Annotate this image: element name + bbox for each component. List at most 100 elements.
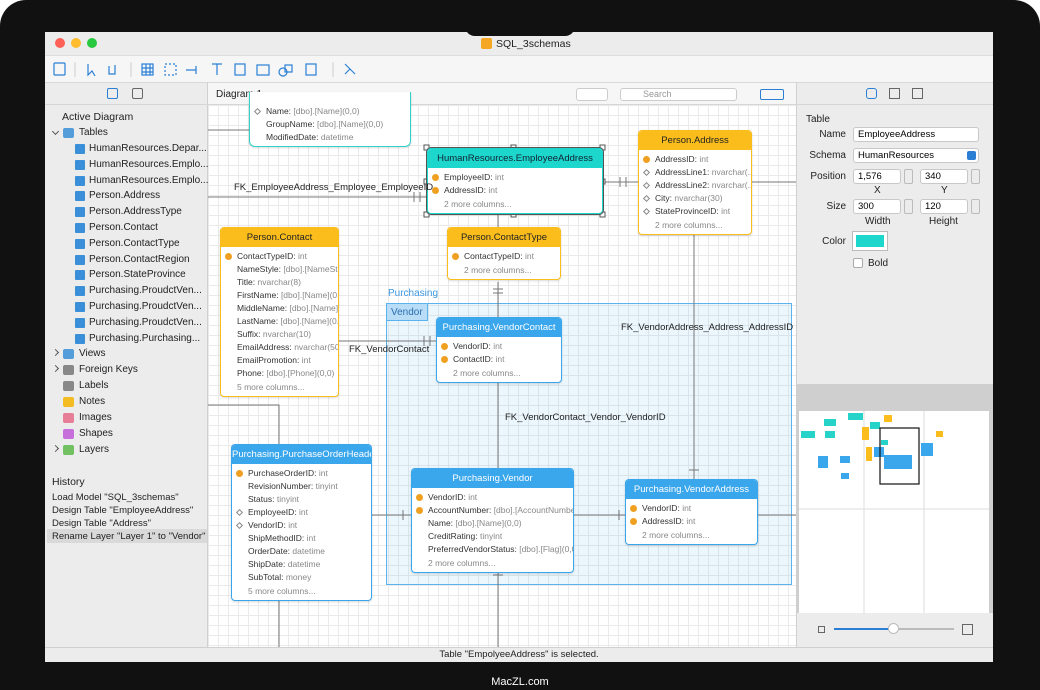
stepper[interactable]	[971, 199, 980, 214]
table-icon	[75, 175, 85, 186]
search-box[interactable]	[620, 88, 737, 101]
tree-label[interactable]: Notes	[79, 396, 106, 408]
column-name: ContactTypeID:	[464, 251, 523, 261]
column-row: AddressLine1: nvarchar(...	[639, 166, 751, 179]
index-icon	[642, 181, 651, 190]
column-type: int	[682, 503, 692, 513]
table-item[interactable]: Person.Contact	[89, 222, 158, 233]
history-item[interactable]: Design Table "Address"	[52, 518, 151, 529]
name-field[interactable]: EmployeeAddress	[853, 127, 979, 142]
column-type: int	[306, 533, 316, 543]
table-entity[interactable]: HumanResources.EmployeeAddress EmployeeID…	[426, 147, 604, 215]
relation-label[interactable]: FK_VendorContact	[349, 344, 430, 355]
schema-select[interactable]: HumanResources	[853, 148, 979, 163]
table-icon	[75, 333, 85, 344]
zoom-knob[interactable]	[888, 623, 899, 634]
key-icon	[441, 356, 448, 363]
tree-label[interactable]: Labels	[79, 380, 109, 392]
history-item[interactable]: Rename Layer "Layer 1" to "Vendor"	[52, 531, 206, 542]
tab-icon[interactable]	[132, 88, 143, 99]
minimize-button[interactable]	[71, 38, 81, 48]
stepper[interactable]	[904, 199, 913, 214]
table-item[interactable]: Purchasing.ProudctVen...	[89, 301, 202, 312]
column-row: SubTotal: money	[232, 571, 371, 584]
column-type: int	[495, 354, 505, 364]
column-type: int	[493, 341, 503, 351]
table-item[interactable]: HumanResources.Emplo...	[89, 158, 209, 170]
column-name: Name:	[428, 518, 454, 528]
table-item[interactable]: Purchasing.ProudctVen...	[89, 316, 202, 328]
close-button[interactable]	[55, 38, 65, 48]
table-body: VendorID: int ContactID: int 2 more column…	[437, 337, 561, 382]
field-label: Position	[810, 171, 846, 182]
height-field[interactable]: 120	[920, 199, 968, 214]
color-well[interactable]	[852, 231, 888, 251]
column-name: PreferredVendorStatus:	[428, 544, 517, 554]
column-row: ShipDate: datetime	[232, 558, 371, 571]
diagram-tab[interactable]: Diagram 1	[216, 89, 263, 100]
column-name: City:	[655, 193, 672, 203]
table-entity[interactable]: Purchasing.VendorAddress VendorID: int Add…	[625, 479, 758, 545]
history-item[interactable]: Design Table "EmployeeAddress"	[52, 505, 194, 516]
table-entity[interactable]: Purchasing.PurchaseOrderHeader PurchaseOr…	[231, 444, 372, 601]
zoom-in[interactable]	[962, 624, 973, 635]
column-type: [dbo].[Flag](0,0)	[519, 544, 574, 554]
table-item[interactable]: Person.ContactType	[89, 237, 180, 249]
stepper[interactable]	[904, 169, 913, 184]
relation-label[interactable]: FK_VendorContact_Vendor_VendorID	[505, 412, 666, 423]
table-item[interactable]: Person.ContactRegion	[89, 253, 190, 265]
width-field[interactable]: 300	[853, 199, 901, 214]
panel-toggle[interactable]	[760, 89, 784, 100]
table-item[interactable]: Person.StateProvince	[89, 269, 186, 281]
tree-label[interactable]: Images	[79, 412, 112, 424]
tree-icon	[63, 381, 74, 392]
history-selection	[47, 529, 207, 543]
table-entity[interactable]: Purchasing.VendorContact VendorID: int Con…	[436, 317, 562, 383]
column-type: int	[524, 251, 534, 261]
relation-label[interactable]: FK_VendorAddress_Address_AddressID	[621, 322, 794, 333]
tree-label[interactable]: Views	[79, 348, 106, 360]
key-icon	[630, 505, 637, 512]
table-header: Person.ContactType	[448, 228, 560, 247]
tree-label[interactable]: Layers	[79, 444, 110, 456]
column-name: ContactTypeID:	[237, 251, 296, 261]
key-icon	[452, 253, 459, 260]
table-item[interactable]: Person.AddressType	[89, 206, 182, 218]
column-type: nvarchar(...	[711, 180, 752, 190]
table-item[interactable]: Purchasing.Purchasing...	[89, 332, 201, 344]
layer-tab	[386, 303, 428, 321]
more-columns: 2 more columns...	[428, 558, 496, 568]
table-icon	[75, 286, 85, 297]
relation-label[interactable]: FK_EmployeeAddress_Employee_EmployeeID	[234, 182, 434, 193]
key-icon	[630, 518, 637, 525]
table-entity[interactable]: Purchasing.Vendor VendorID: int AccountNum…	[411, 468, 574, 573]
table-entity[interactable]: Name: [dbo].[Name](0,0) GroupName: [dbo].…	[249, 92, 411, 147]
column-name: SubTotal:	[248, 572, 284, 582]
x-field[interactable]: 1,576	[853, 169, 901, 184]
nav-buttons[interactable]	[576, 88, 608, 101]
stepper[interactable]	[971, 169, 980, 184]
table-entity[interactable]: Person.Contact ContactTypeID: int NameStyl…	[220, 227, 339, 397]
tree-label[interactable]: Shapes	[79, 428, 113, 440]
index-icon	[253, 107, 262, 116]
history-item[interactable]: Load Model "SQL_3schemas"	[52, 492, 179, 503]
zoom-out[interactable]	[818, 626, 825, 633]
tab-icon[interactable]	[889, 88, 900, 99]
index-icon	[642, 207, 651, 216]
table-item[interactable]: Purchasing.ProudctVen...	[89, 285, 202, 297]
table-item[interactable]: Person.Address	[89, 190, 161, 202]
table-item[interactable]: HumanResources.Depar...	[89, 143, 207, 154]
tree-label[interactable]: Foreign Keys	[79, 364, 138, 376]
more-columns: 5 more columns...	[248, 586, 316, 596]
zoom-button[interactable]	[87, 38, 97, 48]
bold-checkbox[interactable]	[853, 258, 863, 268]
tree-label[interactable]: Tables	[79, 127, 108, 138]
table-body: ContactTypeID: int NameStyle: [dbo].[Name…	[221, 247, 338, 396]
table-item[interactable]: HumanResources.Emplo...	[89, 174, 209, 186]
tab-icon[interactable]	[866, 88, 877, 99]
tab-icon[interactable]	[107, 88, 118, 99]
table-entity[interactable]: Person.ContactType ContactTypeID: int 2 mo…	[447, 227, 561, 280]
table-entity[interactable]: Person.Address AddressID: int AddressLine1…	[638, 130, 752, 235]
y-field[interactable]: 340	[920, 169, 968, 184]
tab-icon[interactable]	[912, 88, 923, 99]
